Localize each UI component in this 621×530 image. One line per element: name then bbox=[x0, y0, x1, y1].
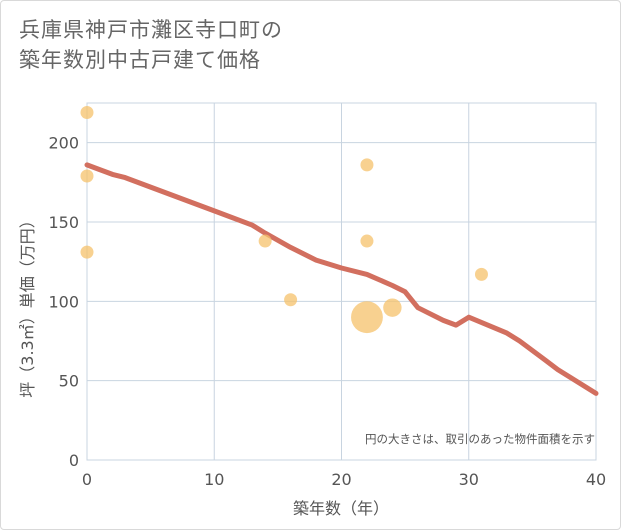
data-point bbox=[351, 301, 383, 334]
y-tick-label: 150 bbox=[48, 213, 79, 232]
chart-title-line2: 築年数別中古戸建て価格 bbox=[19, 48, 261, 72]
trend-line-path bbox=[84, 162, 599, 396]
size-note: 円の大きさは、取引のあった物件面積を示す bbox=[365, 432, 595, 446]
y-tick-label: 200 bbox=[48, 134, 79, 153]
data-point bbox=[360, 158, 374, 172]
data-point bbox=[284, 293, 298, 307]
x-tick-label: 30 bbox=[459, 470, 479, 489]
chart-title: 兵庫県神戸市灘区寺口町の 築年数別中古戸建て価格 bbox=[19, 15, 283, 75]
y-axis-label: 坪（3.3㎡）単価（万円） bbox=[18, 212, 37, 397]
data-point bbox=[474, 267, 488, 281]
grid-lines bbox=[86, 103, 597, 461]
data-point bbox=[383, 298, 402, 317]
data-point bbox=[80, 106, 94, 120]
data-point bbox=[80, 169, 94, 183]
x-tick-label: 40 bbox=[586, 470, 606, 489]
x-tick-label: 20 bbox=[331, 470, 351, 489]
data-point bbox=[258, 234, 272, 248]
chart-title-line1: 兵庫県神戸市灘区寺口町の bbox=[19, 18, 283, 42]
data-point bbox=[80, 245, 94, 259]
x-axis-label: 築年数（年） bbox=[293, 499, 389, 518]
data-point bbox=[360, 234, 374, 248]
y-tick-label: 0 bbox=[69, 451, 79, 470]
y-tick-label: 100 bbox=[48, 292, 79, 311]
x-tick-label: 10 bbox=[204, 470, 224, 489]
x-tick-labels: 0 10 20 30 40 bbox=[82, 470, 606, 489]
y-tick-label: 50 bbox=[59, 372, 79, 391]
y-tick-labels: 0 50 100 150 200 bbox=[48, 134, 79, 470]
x-tick-label: 0 bbox=[82, 470, 92, 489]
plot-area-border bbox=[86, 102, 597, 461]
trend-line bbox=[84, 162, 599, 396]
data-points bbox=[80, 106, 488, 334]
plot-border bbox=[86, 102, 597, 461]
